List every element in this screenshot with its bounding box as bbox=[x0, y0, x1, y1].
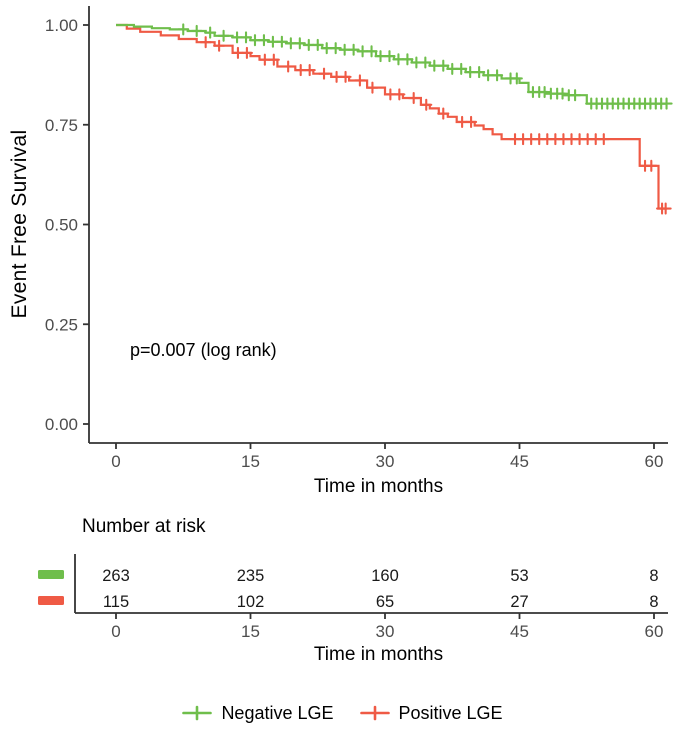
censor-marks-negative-lge bbox=[177, 23, 673, 110]
y-tick-label: 0.75 bbox=[45, 116, 78, 135]
risk-count: 8 bbox=[649, 567, 658, 585]
x-tick-label: 60 bbox=[645, 452, 664, 471]
risk-table-title: Number at risk bbox=[82, 516, 206, 537]
risk-count: 115 bbox=[103, 593, 129, 611]
risk-count: 263 bbox=[102, 567, 130, 585]
x-axis-title: Time in months bbox=[0, 476, 685, 498]
legend-item-positive-lge: Positive LGE bbox=[359, 702, 503, 724]
risk-axis-title: Time in months bbox=[0, 644, 685, 666]
y-axis-title: Event Free Survival bbox=[8, 129, 31, 319]
risk-count: 8 bbox=[649, 593, 658, 611]
x-axis-title-text: Time in months bbox=[313, 476, 444, 497]
y-tick-label: 0.50 bbox=[45, 216, 78, 235]
risk-count: 160 bbox=[371, 567, 399, 585]
legend: Negative LGE Positive LGE bbox=[0, 699, 685, 727]
positive-lge-plus-marker-icon bbox=[359, 705, 390, 721]
risk-axis-tick-label: 45 bbox=[510, 622, 529, 641]
x-tick-label: 0 bbox=[111, 452, 120, 471]
risk-count: 102 bbox=[237, 593, 265, 611]
risk-count: 27 bbox=[510, 593, 528, 611]
y-tick-label: 1.00 bbox=[45, 16, 78, 35]
negative-lge-plus-marker-icon bbox=[182, 705, 213, 721]
risk-axis-tick-label: 15 bbox=[241, 622, 260, 641]
risk-count: 65 bbox=[376, 593, 394, 611]
legend-label-negative-lge: Negative LGE bbox=[221, 702, 334, 723]
risk-row-swatch-negative-lge bbox=[38, 570, 64, 579]
legend-label-positive-lge: Positive LGE bbox=[398, 702, 503, 723]
risk-axis-tick-label: 30 bbox=[376, 622, 395, 641]
p-value-annotation: p=0.007 (log rank) bbox=[130, 340, 277, 360]
x-tick-label: 30 bbox=[376, 452, 395, 471]
km-curve-negative-lge bbox=[116, 23, 668, 105]
legend-item-negative-lge: Negative LGE bbox=[182, 702, 334, 724]
x-tick-label: 15 bbox=[241, 452, 260, 471]
km-curve-positive-lge bbox=[116, 23, 666, 210]
risk-axis-title-text: Time in months bbox=[313, 644, 444, 665]
censor-marks-positive-lge bbox=[199, 36, 672, 215]
risk-axis-tick-label: 60 bbox=[645, 622, 664, 641]
risk-axis-tick-label: 0 bbox=[111, 622, 120, 641]
risk-count: 235 bbox=[237, 567, 265, 585]
risk-row-swatch-positive-lge bbox=[38, 596, 64, 605]
x-tick-label: 45 bbox=[510, 452, 529, 471]
y-tick-label: 0.25 bbox=[45, 315, 78, 334]
risk-count: 53 bbox=[510, 567, 528, 585]
y-tick-label: 0.00 bbox=[45, 415, 78, 434]
